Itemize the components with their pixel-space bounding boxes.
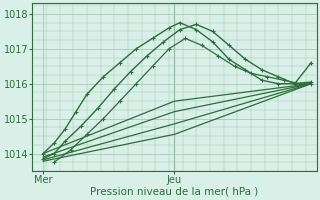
- X-axis label: Pression niveau de la mer( hPa ): Pression niveau de la mer( hPa ): [90, 187, 259, 197]
